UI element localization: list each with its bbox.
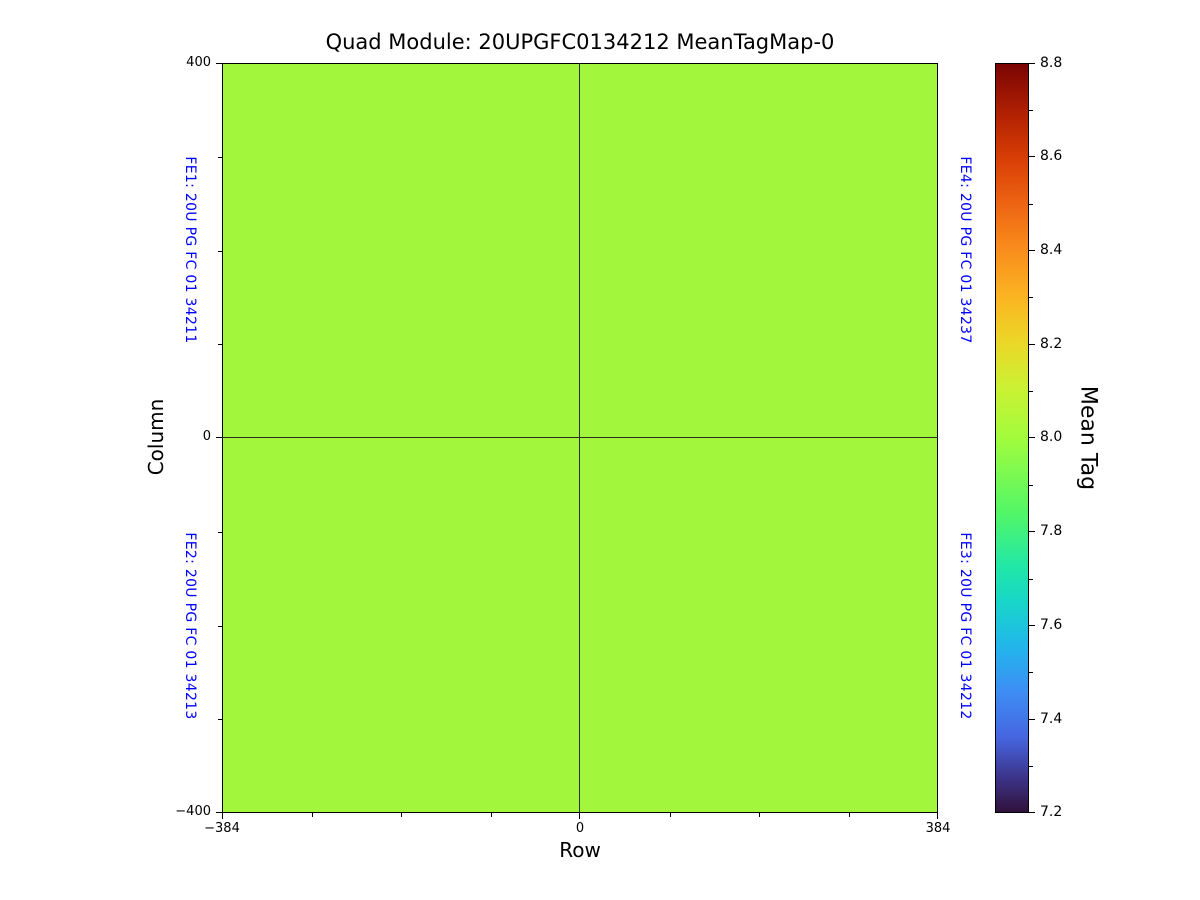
fe1-quadrant-label: FE1: 20U PG FC 01 34211 [182,156,198,344]
y-axis-label: Column [144,398,168,476]
colorbar-tick [1029,156,1035,157]
x-axis-minor-tick [670,813,671,817]
chart-title: Quad Module: 20UPGFC0134212 MeanTagMap-0 [325,30,835,54]
x-axis-tick-label: 384 [925,821,951,836]
colorbar-tick-label: 8.6 [1040,148,1063,164]
colorbar-minor-tick [1029,672,1033,673]
y-axis-minor-tick [218,251,222,252]
x-axis-minor-tick [849,813,850,817]
x-axis-minor-tick [759,813,760,817]
x-axis-tick-label: −384 [204,821,240,836]
zero-row-divider-line [579,63,580,813]
colorbar-tick-label: 7.8 [1040,523,1063,539]
colorbar-tick [1029,250,1035,251]
colorbar-minor-tick [1029,766,1033,767]
colorbar-minor-tick [1029,297,1033,298]
colorbar-tick [1029,63,1035,64]
plot-area [222,63,938,813]
y-axis-minor-tick [218,344,222,345]
y-axis-tick-label: −400 [175,804,211,819]
colorbar-tick-label: 7.6 [1040,617,1063,633]
y-axis-tick [216,812,222,813]
y-axis-minor-tick [218,157,222,158]
colorbar-tick-label: 7.2 [1040,804,1063,820]
x-axis-minor-tick [491,813,492,817]
x-axis-label: Row [559,838,601,862]
y-axis-tick-label: 0 [202,429,211,444]
colorbar-tick-label: 8.8 [1040,55,1063,71]
colorbar-minor-tick [1029,391,1033,392]
fe3-quadrant-label: FE3: 20U PG FC 01 34212 [957,532,973,720]
colorbar-tick-label: 8.0 [1040,429,1063,445]
fe2-quadrant-label: FE2: 20U PG FC 01 34213 [182,532,198,720]
colorbar-label: Mean Tag [1075,385,1101,491]
colorbar-minor-tick [1029,579,1033,580]
x-axis-tick [222,813,223,819]
y-axis-tick [216,437,222,438]
y-axis-minor-tick [218,719,222,720]
colorbar-tick [1029,531,1035,532]
colorbar-minor-tick [1029,485,1033,486]
colorbar-minor-tick [1029,110,1033,111]
y-axis-tick-label: 400 [186,55,211,70]
zero-column-divider-line [222,437,938,438]
x-axis-tick [937,813,938,819]
fe4-quadrant-label: FE4: 20U PG FC 01 34237 [957,156,973,344]
y-axis-minor-tick [218,532,222,533]
colorbar-tick [1029,437,1035,438]
x-axis-tick [579,813,580,819]
colorbar-tick-label: 8.4 [1040,242,1063,258]
colorbar-minor-tick [1029,204,1033,205]
x-axis-tick-label: 0 [575,821,585,836]
x-axis-minor-tick [401,813,402,817]
colorbar-tick-label: 7.4 [1040,711,1063,727]
y-axis-tick [216,63,222,64]
colorbar-gradient [995,63,1029,813]
colorbar-tick-label: 8.2 [1040,336,1063,352]
colorbar-tick [1029,812,1035,813]
x-axis-minor-tick [312,813,313,817]
colorbar-tick [1029,719,1035,720]
y-axis-minor-tick [218,626,222,627]
colorbar-tick [1029,625,1035,626]
colorbar-tick [1029,344,1035,345]
